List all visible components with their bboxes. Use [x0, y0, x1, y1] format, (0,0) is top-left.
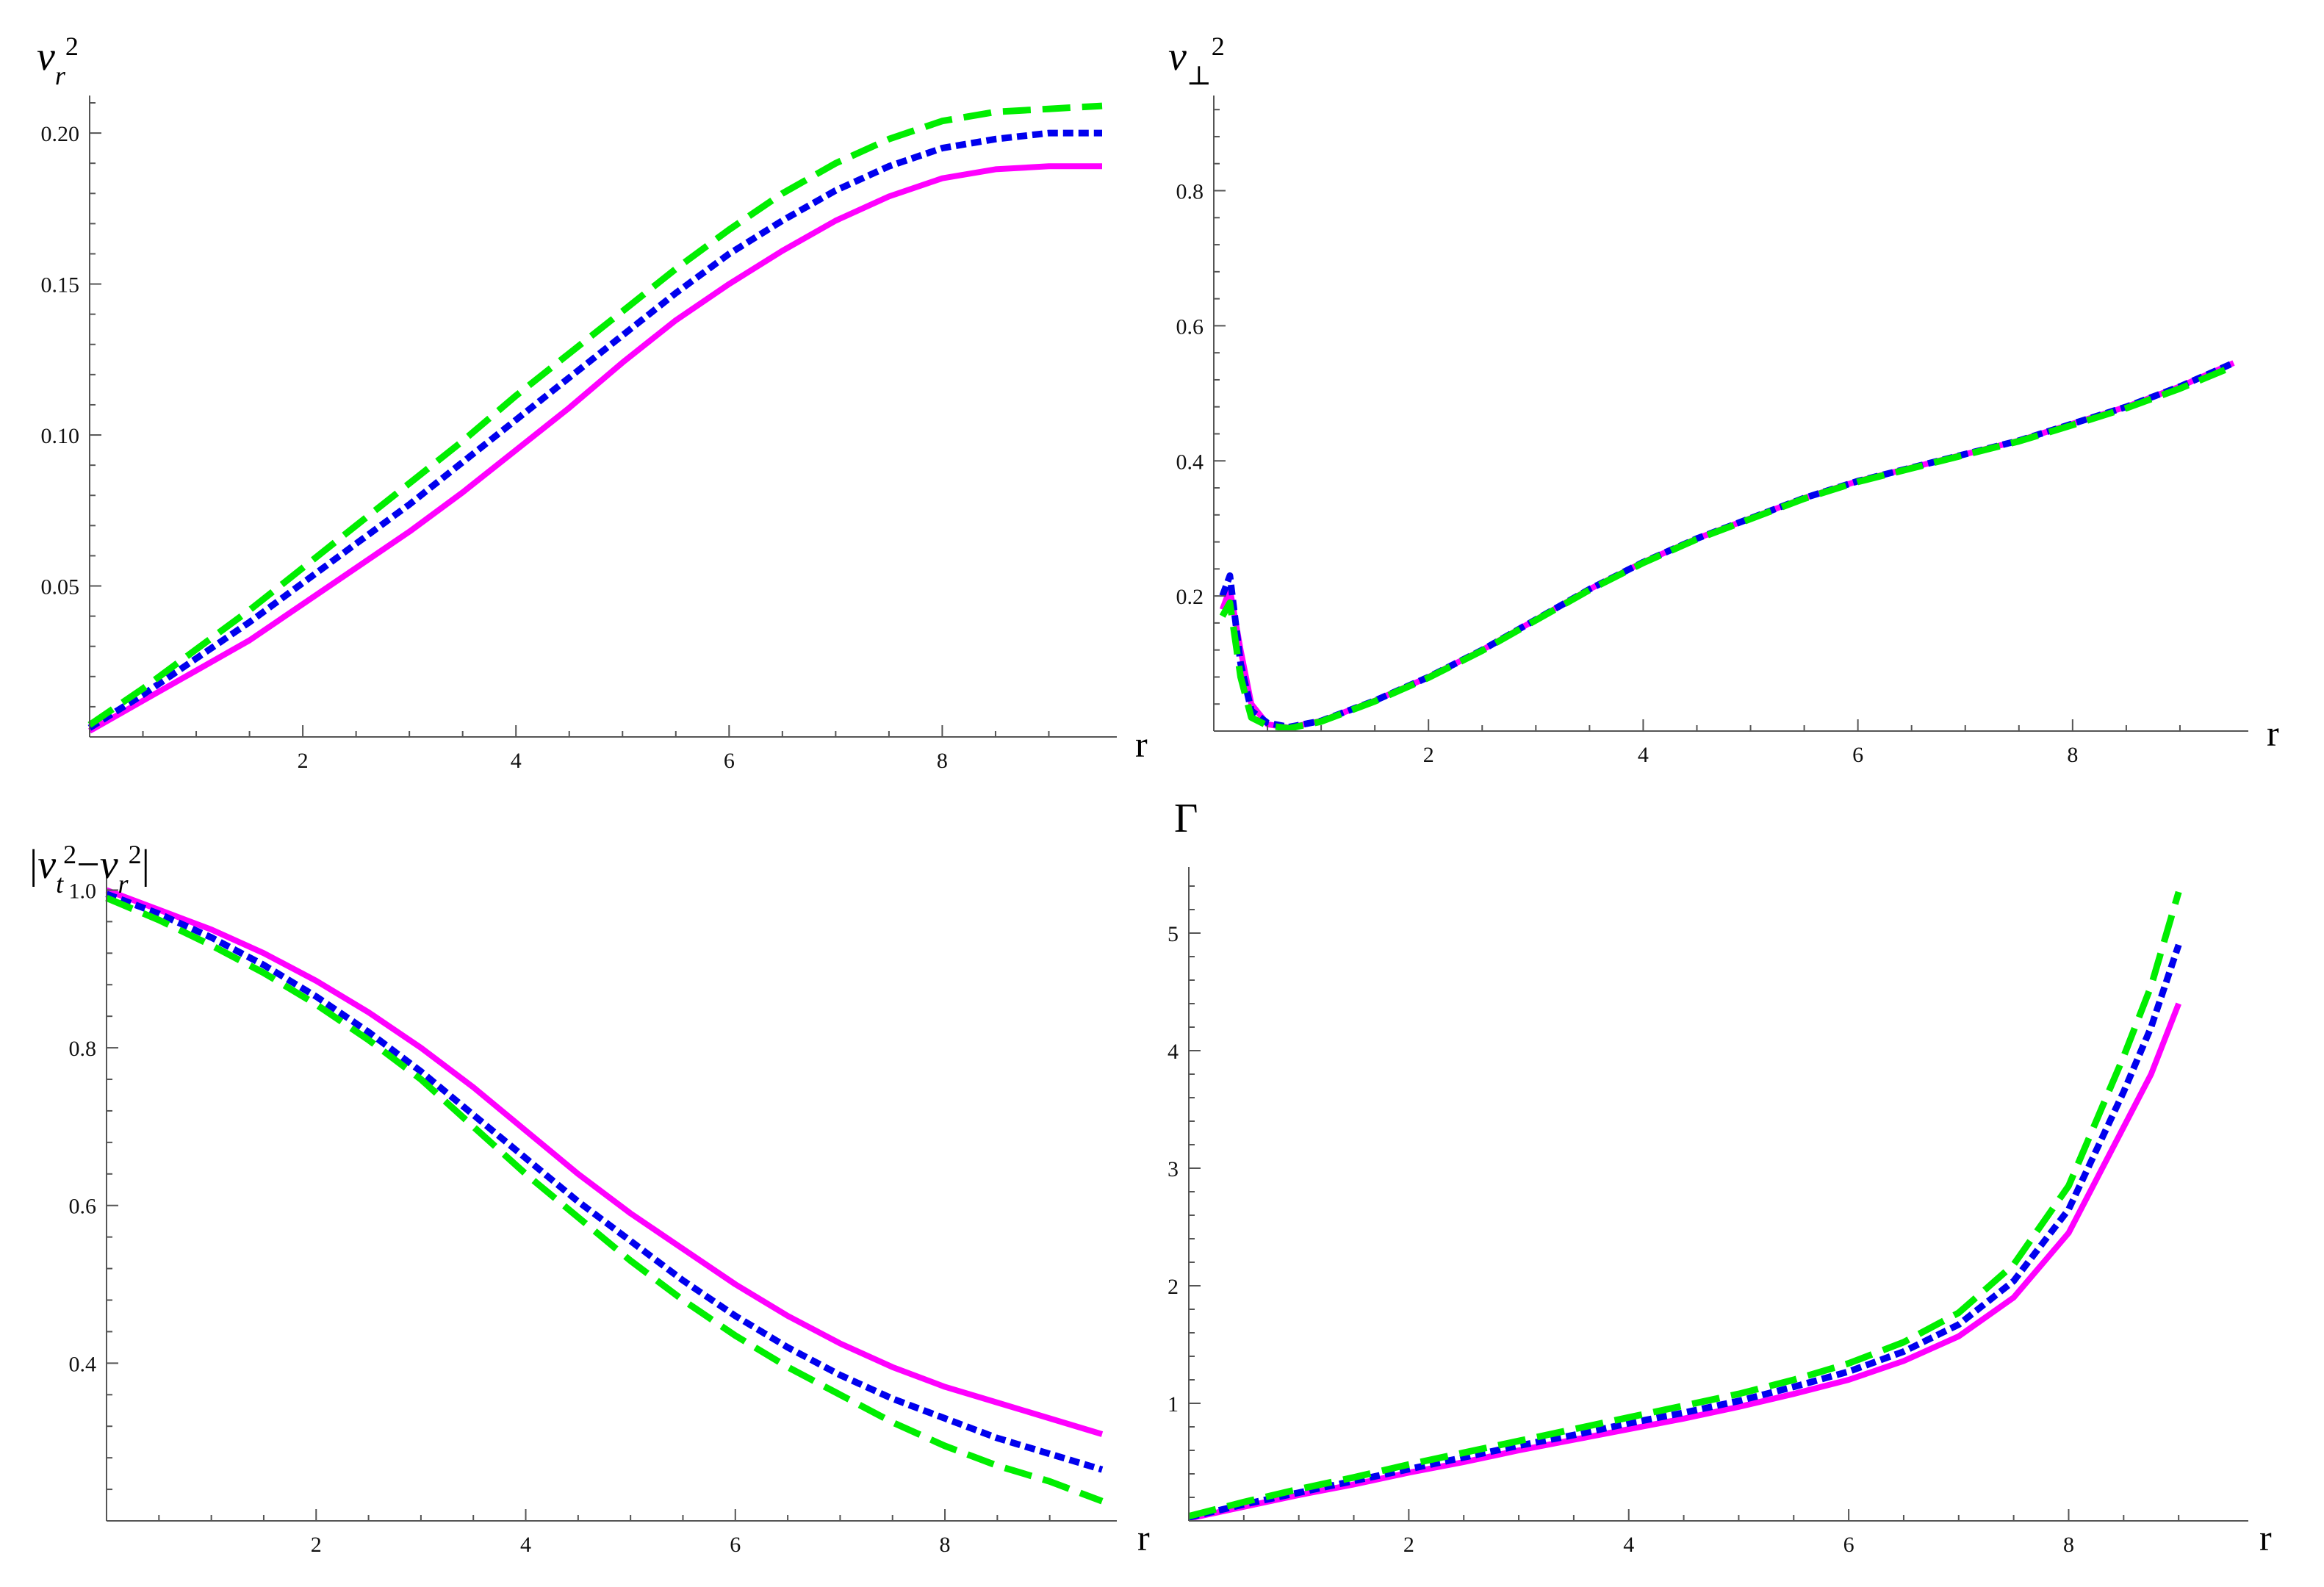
- panel-anisotropy: 2 4 6 80.40.60.81.0 |vt2−vr2|: [29, 840, 1117, 1557]
- panel-vperp2-x-tick-label: 8: [2067, 743, 2078, 767]
- panel-vperp2-y-tick-label: 0.6: [1176, 314, 1204, 339]
- panel-gamma-x-axis-label: r: [2259, 1517, 2272, 1558]
- panel-anisotropy-x-tick-label: 6: [730, 1533, 741, 1557]
- panel-vperp2-axes: 2 4 6 8 0.2 0.4 0.6 0.8: [1176, 96, 2248, 767]
- panel-anisotropy-x-tick-label: 8: [940, 1533, 951, 1557]
- panel-gamma-curves: [1187, 890, 2182, 1522]
- panel-gamma-y-tick-label: 3: [1168, 1157, 1179, 1181]
- panel-vperp2-x-tick-label: 4: [1638, 743, 1649, 767]
- panel-anisotropy-y-tick-label: 0.8: [69, 1037, 97, 1061]
- panel-gamma-x-tick-label: 2: [1403, 1533, 1414, 1557]
- panel-vr2-x-axis-label: r: [1135, 724, 1148, 765]
- panel-gamma-y-tick-label: 2: [1168, 1275, 1179, 1299]
- panel-vr2-series-solid-line: [88, 163, 1102, 734]
- panel-anisotropy-y-tick-label: 0.4: [69, 1352, 97, 1376]
- panel-anisotropy-series-solid-line: [105, 887, 1104, 1437]
- panel-gamma-origin-label: r: [1137, 1517, 1150, 1558]
- panel-vr2-x-tick-label: 8: [937, 749, 948, 773]
- panel-vr2-axes: 2 4 6 8 0.05 0.10 0.15 0.20: [41, 96, 1117, 773]
- panel-vr2-y-tick-label: 0.05: [41, 575, 80, 600]
- panel-vr2: 2 4 6 8 0.05 0.10 0.15 0.20 vr2 r: [37, 32, 1148, 773]
- panel-anisotropy-x-tick-label: 4: [520, 1533, 531, 1557]
- panel-vperp2-curves: [1219, 359, 2235, 732]
- panel-vr2-curves: [87, 102, 1103, 734]
- panel-vperp2-x-tick-label: 2: [1423, 743, 1434, 767]
- panel-gamma-series-dashed-line: [1187, 890, 2182, 1519]
- panel-vperp2-x-tick-label: 6: [1852, 743, 1863, 767]
- panel-gamma-series-dotted-line: [1187, 943, 2182, 1521]
- panel-anisotropy-curves: [105, 887, 1104, 1505]
- panel-anisotropy-series-dashed-line: [105, 895, 1104, 1505]
- panel-vr2-y-tick-label: 0.20: [41, 122, 80, 146]
- panel-vr2-y-tick-label: 0.15: [41, 273, 80, 298]
- panel-anisotropy-y-tick-label: 1.0: [69, 879, 97, 903]
- panel-gamma-y-tick-label: 5: [1168, 922, 1179, 946]
- panel-vr2-x-tick-label: 2: [298, 749, 309, 773]
- panel-vperp2-y-tick-label: 0.2: [1176, 585, 1204, 609]
- panel-anisotropy-axes: 2 4 6 8 0.4 0.6 0.8 1.0: [69, 867, 1117, 1557]
- panel-vr2-y-tick-label: 0.10: [41, 424, 80, 448]
- panel-gamma: 2 4 6 8 1 2 3 4 5 Γ r r: [1137, 796, 2272, 1558]
- panel-vperp2-x-axis-label: r: [2267, 713, 2279, 754]
- panel-vperp2-y-axis-title: v⊥2: [1168, 32, 1225, 90]
- panel-vr2-series-dashed-line: [87, 102, 1103, 728]
- panel-vr2-y-axis-title: vr2: [37, 32, 79, 90]
- panel-gamma-axes: 2 4 6 8 1 2 3 4 5: [1168, 867, 2248, 1557]
- panel-anisotropy-x-tick-label: 2: [311, 1533, 322, 1557]
- panel-gamma-x-tick-label: 6: [1843, 1533, 1854, 1557]
- panel-vr2-x-tick-label: 4: [511, 749, 522, 773]
- panel-gamma-y-tick-label: 4: [1168, 1040, 1179, 1064]
- panel-gamma-series-solid-line: [1188, 1002, 2181, 1522]
- panel-gamma-x-tick-label: 8: [2063, 1533, 2074, 1557]
- panel-gamma-y-tick-label: 1: [1168, 1392, 1179, 1417]
- panel-vperp2-y-tick-label: 0.8: [1176, 180, 1204, 204]
- panel-gamma-x-tick-label: 4: [1623, 1533, 1634, 1557]
- panel-vperp2: 2 4 6 8 0.2 0.4 0.6 0.8 v⊥2 r: [1168, 32, 2279, 767]
- panel-vperp2-y-tick-label: 0.4: [1176, 450, 1204, 474]
- panel-anisotropy-y-tick-label: 0.6: [69, 1195, 97, 1219]
- panel-vr2-series-dotted-line: [87, 129, 1102, 731]
- panel-vperp2-series-dashed-line: [1219, 363, 2235, 732]
- panel-gamma-y-axis-title: Γ: [1174, 796, 1198, 841]
- panel-vr2-x-tick-label: 6: [724, 749, 735, 773]
